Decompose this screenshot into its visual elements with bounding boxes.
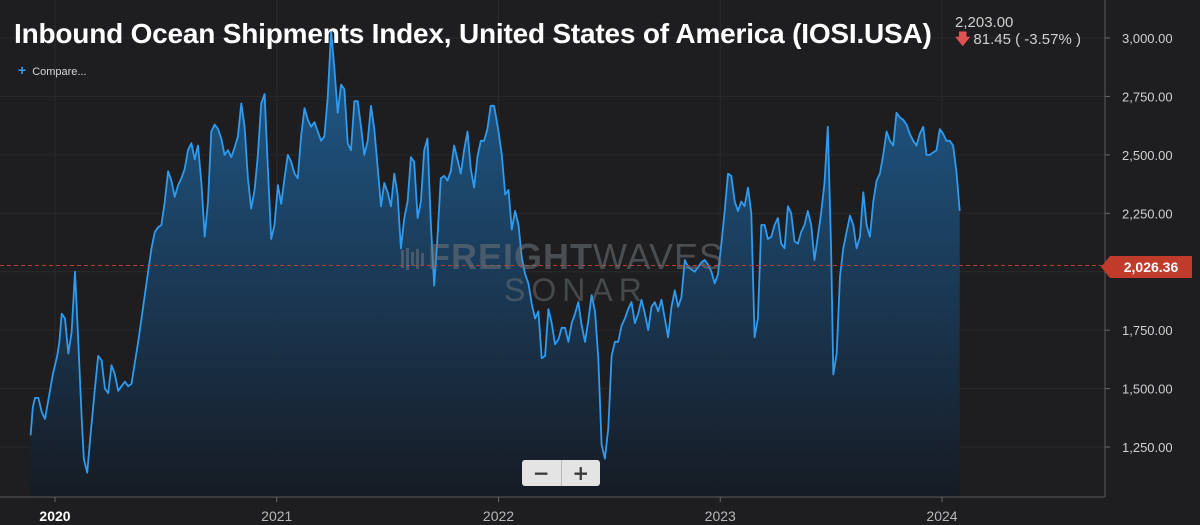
change-value: 81.45 ( -3.57% ) [973, 31, 1081, 48]
change-row: 🡇 81.45 ( -3.57% ) [955, 31, 1081, 48]
current-value-tag: 2,026.36 [1101, 256, 1192, 278]
zoom-divider [560, 460, 562, 486]
compare-label: Compare... [32, 66, 87, 78]
x-tick-label: 2023 [705, 508, 736, 524]
zoom-out-button[interactable]: − [532, 461, 550, 485]
x-tick-label: 2022 [483, 508, 514, 524]
y-axis: 1,250.00 1,500.00 1,750.00 2,250.00 2,500.00… [1104, 0, 1173, 497]
y-tick-label: 2,250.00 [1122, 206, 1173, 221]
x-tick-label: 2021 [261, 508, 292, 524]
y-tick-label: 3,000.00 [1122, 31, 1173, 46]
x-axis: 2020 2021 2022 2023 2024 [0, 496, 1105, 524]
x-tick-label: 2024 [926, 508, 957, 524]
area-layer [29, 30, 961, 497]
x-tick-label: 2020 [39, 508, 70, 524]
compare-button[interactable]: + Compare... [18, 62, 87, 78]
y-tick-label: 1,250.00 [1122, 440, 1173, 455]
y-tick-label: 1,500.00 [1122, 382, 1173, 397]
zoom-in-button[interactable]: + [572, 461, 590, 485]
y-tick-label: 2,500.00 [1122, 148, 1173, 163]
chart-title: Inbound Ocean Shipments Index, United St… [14, 18, 932, 49]
series-line [29, 30, 961, 474]
zoom-control: − + [522, 460, 600, 486]
last-value: 2,203.00 [955, 14, 1014, 31]
series-area [30, 31, 960, 497]
y-tick-label: 1,750.00 [1122, 323, 1173, 338]
y-tick-label: 2,750.00 [1122, 89, 1173, 104]
down-arrow-icon: 🡇 [955, 31, 971, 48]
plus-icon: + [18, 62, 27, 78]
quote-box: 2,203.00 🡇 81.45 ( -3.57% ) [955, 14, 1081, 48]
